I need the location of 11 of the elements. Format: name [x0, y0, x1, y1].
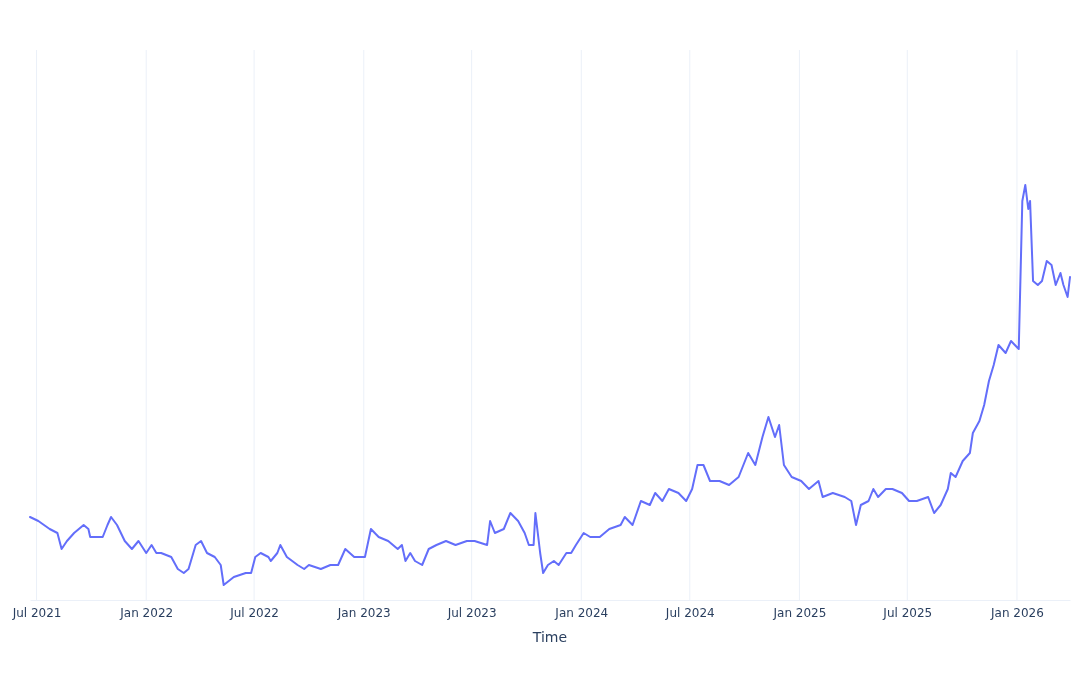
- x-tick-label: Jul 2022: [229, 605, 280, 620]
- x-tick-label: Jul 2024: [664, 605, 715, 620]
- x-tick-label: Jul 2023: [446, 605, 497, 620]
- x-axis-title: Time: [531, 629, 568, 645]
- x-tick-label: Jan 2026: [990, 605, 1044, 620]
- x-tick-label: Jul 2021: [11, 605, 62, 620]
- x-tick-label: Jan 2024: [554, 605, 609, 620]
- x-tick-label: Jan 2023: [336, 605, 391, 620]
- x-tick-label: Jan 2025: [772, 605, 827, 620]
- x-tick-label: Jan 2022: [119, 605, 174, 620]
- x-tick-label: Jul 2025: [882, 605, 933, 620]
